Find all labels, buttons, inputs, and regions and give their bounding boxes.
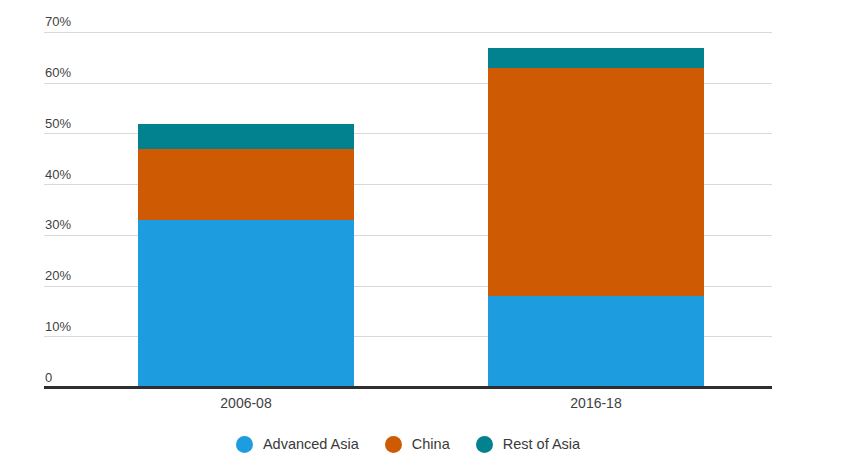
y-tick-label-60: 60% (45, 65, 71, 80)
bar-segment-2016-18-advanced-asia[interactable] (488, 296, 704, 387)
x-tick-label-2006-08: 2006-08 (220, 395, 271, 411)
legend-dot-china (385, 436, 402, 453)
bar-segment-2016-18-china[interactable] (488, 68, 704, 296)
y-tick-label-70: 70% (45, 14, 71, 29)
x-tick-label-2016-18: 2016-18 (570, 395, 621, 411)
legend-item-rest-of-asia[interactable]: Rest of Asia (476, 436, 580, 453)
stacked-bar-chart: 70% 60% 50% 40% 30% 20% 10% 0 2006-08 2016-18 Ad… (0, 0, 845, 469)
legend-label-rest-of-asia: Rest of Asia (503, 436, 580, 452)
y-tick-label-20: 20% (45, 268, 71, 283)
chart-legend: Advanced Asia China Rest of Asia (44, 433, 772, 455)
legend-dot-advanced-asia (236, 436, 253, 453)
y-tick-label-40: 40% (45, 167, 71, 182)
bar-segment-2016-18-rest-of-asia[interactable] (488, 48, 704, 68)
legend-label-china: China (412, 436, 450, 452)
bar-segment-2006-08-china[interactable] (138, 149, 354, 220)
y-tick-label-30: 30% (45, 217, 71, 232)
legend-item-china[interactable]: China (385, 436, 450, 453)
y-tick-label-0: 0 (45, 370, 52, 385)
bar-segment-2006-08-rest-of-asia[interactable] (138, 124, 354, 149)
gridline-70 (44, 32, 772, 33)
bar-segment-2006-08-advanced-asia[interactable] (138, 220, 354, 387)
legend-label-advanced-asia: Advanced Asia (263, 436, 359, 452)
legend-dot-rest-of-asia (476, 436, 493, 453)
x-axis-line (44, 386, 772, 389)
y-tick-label-50: 50% (45, 116, 71, 131)
legend-item-advanced-asia[interactable]: Advanced Asia (236, 436, 359, 453)
y-tick-label-10: 10% (45, 319, 71, 334)
